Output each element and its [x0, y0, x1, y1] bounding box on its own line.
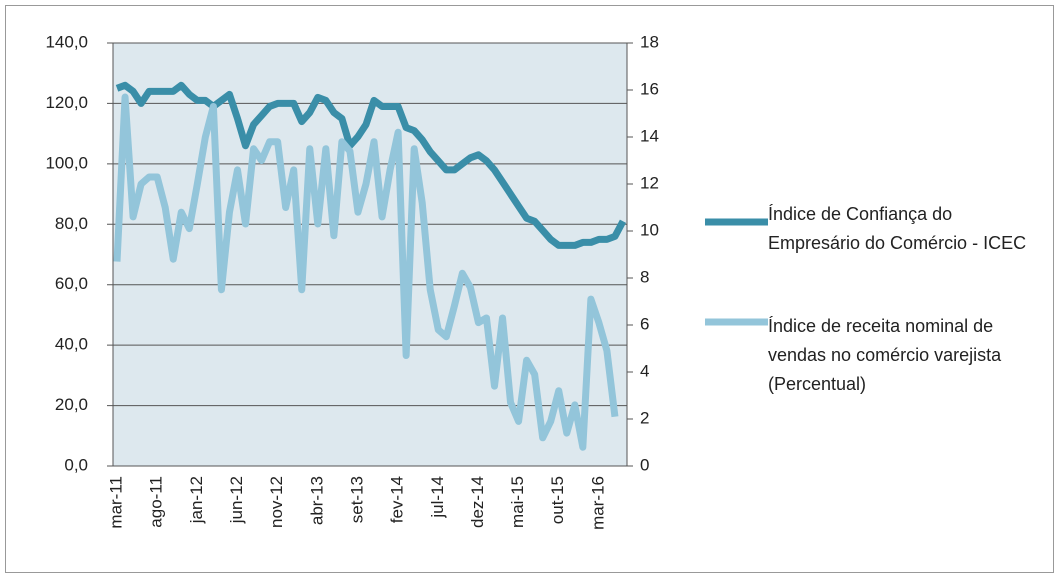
y2-tick-label: 12: [640, 173, 659, 192]
y2-tick-label: 0: [640, 455, 649, 474]
y2-tick-label: 4: [640, 361, 649, 380]
series-line: [115, 81, 627, 249]
y2-tick-label: 6: [640, 314, 649, 333]
legend-entry: Índice de Confiança do Empresário do Com…: [768, 204, 1027, 253]
y2-tick-label: 18: [640, 32, 659, 51]
x-tick-label: jun-12: [227, 476, 246, 524]
x-tick-label: ago-11: [147, 476, 166, 528]
x-tick-label: out-15: [548, 476, 567, 524]
y2-tick-label: 8: [640, 267, 649, 286]
x-tick-label: mai-15: [508, 476, 527, 528]
series-line: [113, 93, 619, 451]
x-tick-label: jul-14: [428, 476, 447, 519]
x-tick-label: jan-12: [187, 476, 206, 524]
x-tick-label: fev-14: [388, 476, 407, 523]
y-tick-label: 100,0: [45, 153, 88, 172]
y2-tick-label: 14: [640, 126, 659, 145]
y2-tick-label: 2: [640, 408, 649, 427]
x-tick-label: nov-12: [267, 476, 286, 528]
x-tick-label: dez-14: [468, 476, 487, 528]
y-tick-label: 60,0: [55, 274, 88, 293]
legend-entry: Índice de receita nominal de vendas no c…: [768, 316, 1002, 394]
x-tick-label: mar-11: [107, 476, 126, 529]
y2-tick-label: 10: [640, 220, 659, 239]
x-tick-label: abr-13: [307, 476, 326, 525]
x-tick-label: mar-16: [588, 476, 607, 530]
y-tick-label: 80,0: [55, 214, 88, 233]
y-tick-label: 140,0: [45, 32, 88, 51]
y-tick-label: 40,0: [55, 335, 88, 354]
x-tick-label: set-13: [347, 476, 366, 523]
y-tick-label: 20,0: [55, 395, 88, 414]
y-tick-label: 120,0: [45, 93, 88, 112]
y-tick-label: 0,0: [64, 455, 88, 474]
y2-tick-label: 16: [640, 79, 659, 98]
